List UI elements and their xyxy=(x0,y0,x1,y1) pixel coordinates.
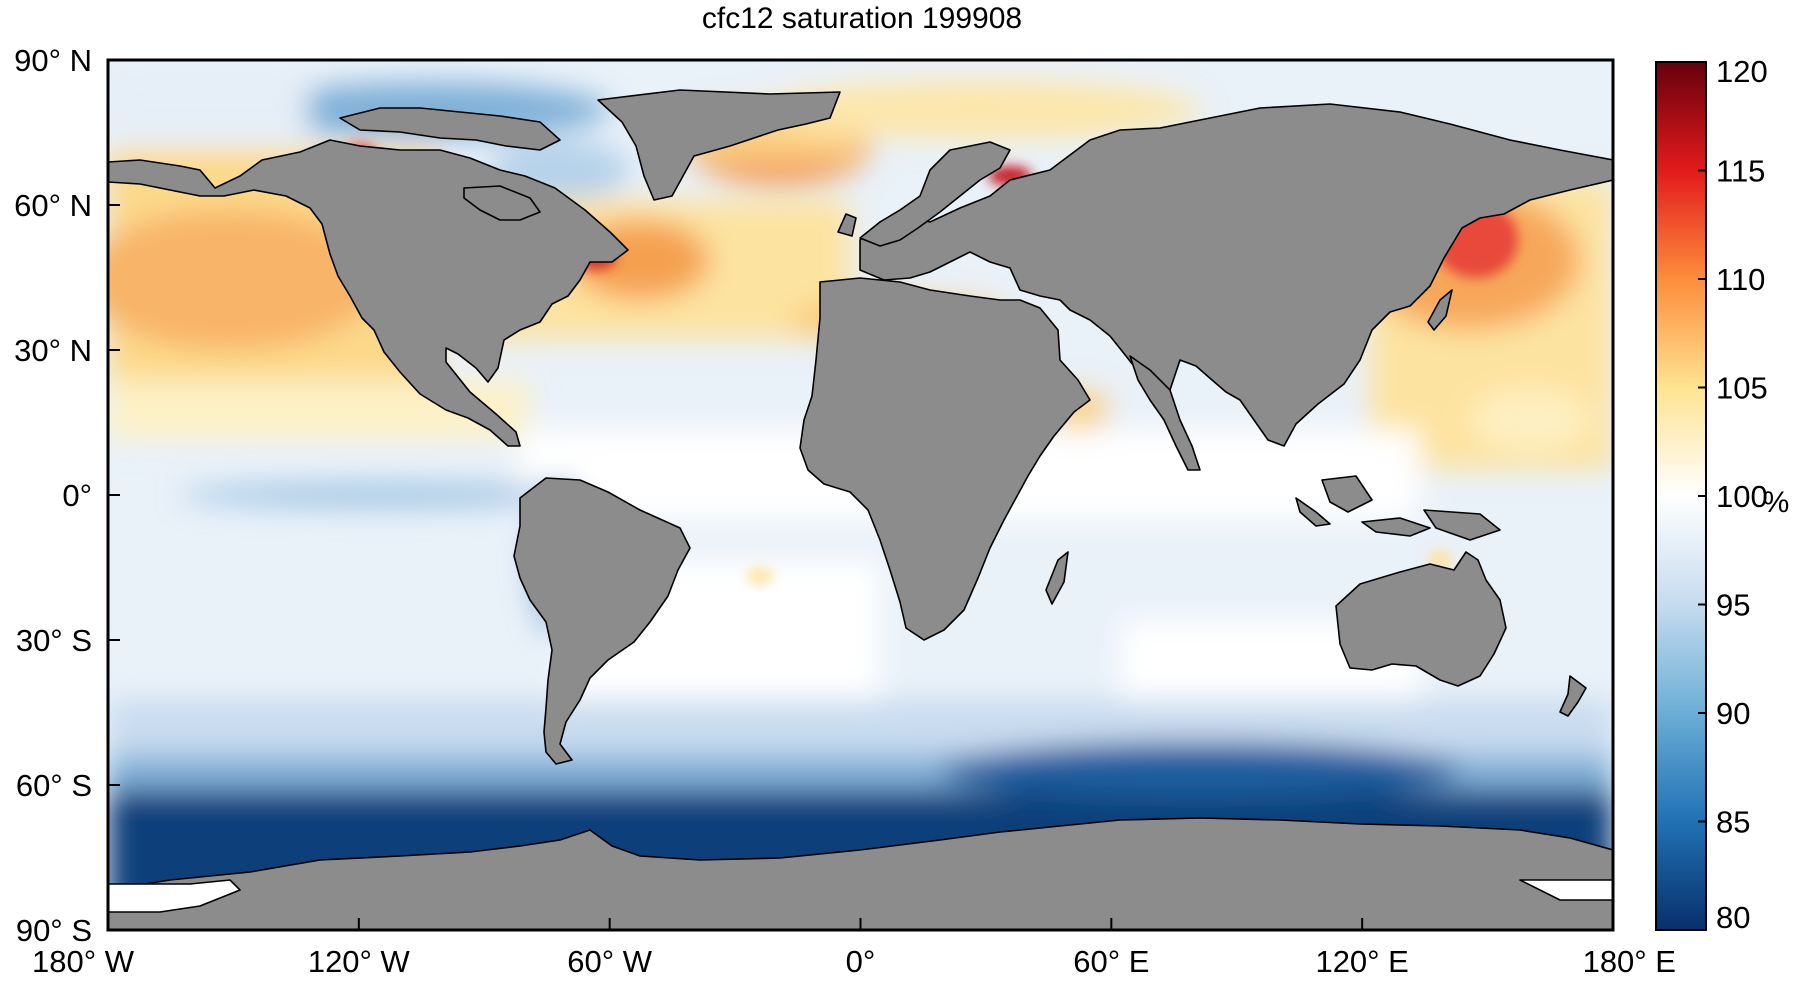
map-title: cfc12 saturation 199908 xyxy=(702,2,1022,35)
greenland xyxy=(597,89,841,201)
colorbar-ticks: 80 85 90 95 100 105 110 115 120 xyxy=(1698,54,1768,935)
lat-tick-label: 0° xyxy=(62,478,92,513)
madagascar xyxy=(1045,551,1069,605)
lon-tick-label: 0° xyxy=(846,944,876,979)
colorbar: 80 85 90 95 100 105 110 115 120 % xyxy=(1655,54,1790,935)
colorbar-tick-label: 115 xyxy=(1716,154,1765,189)
british-isles xyxy=(837,213,857,237)
lat-tick-label: 30° N xyxy=(14,333,92,368)
colorbar-tick-label: 120 xyxy=(1716,54,1768,89)
colorbar-tick-label: 95 xyxy=(1716,588,1750,623)
latitude-axis: 90° N 60° N 30° N 0° 30° S 60° S 90° S xyxy=(14,43,120,948)
longitude-axis: 180° W 120° W 60° W 0° 60° E 120° E 180° E xyxy=(32,918,1676,979)
lat-tick-label: 60° S xyxy=(16,768,92,803)
colorbar-unit: % xyxy=(1763,486,1790,519)
africa-eurasia xyxy=(799,103,1613,641)
lat-tick-label: 30° S xyxy=(16,623,92,658)
lat-tick-label: 90° N xyxy=(14,43,92,78)
antarctica xyxy=(108,817,1613,930)
canadian-arctic xyxy=(339,107,561,151)
colorbar-tick-label: 90 xyxy=(1716,696,1750,731)
lon-tick-label: 180° W xyxy=(32,944,135,979)
lon-tick-label: 120° E xyxy=(1315,944,1408,979)
lat-tick-label: 60° N xyxy=(14,188,92,223)
australia xyxy=(1335,551,1507,687)
india-peninsula xyxy=(1129,355,1201,471)
lon-tick-label: 60° E xyxy=(1073,944,1149,979)
lat-tick-label: 90° S xyxy=(16,913,92,948)
north-america xyxy=(108,139,629,447)
new-zealand xyxy=(1559,675,1587,717)
land-masses xyxy=(108,89,1613,930)
japan xyxy=(1427,289,1453,331)
colorbar-tick-label: 85 xyxy=(1716,805,1750,840)
lon-tick-label: 180° E xyxy=(1583,944,1676,979)
lon-tick-label: 120° W xyxy=(308,944,411,979)
lon-tick-label: 60° W xyxy=(567,944,652,979)
europe-scandinavia xyxy=(859,141,1011,247)
colorbar-tick-label: 110 xyxy=(1716,262,1765,297)
south-america xyxy=(513,477,691,765)
southeast-asia-islands xyxy=(1295,475,1501,541)
colorbar-tick-label: 105 xyxy=(1716,371,1768,406)
map-area xyxy=(108,60,1613,930)
ross-ice-edge xyxy=(108,879,1613,913)
colorbar-tick-label: 100 xyxy=(1716,479,1768,514)
colorbar-tick-label: 80 xyxy=(1716,900,1750,935)
